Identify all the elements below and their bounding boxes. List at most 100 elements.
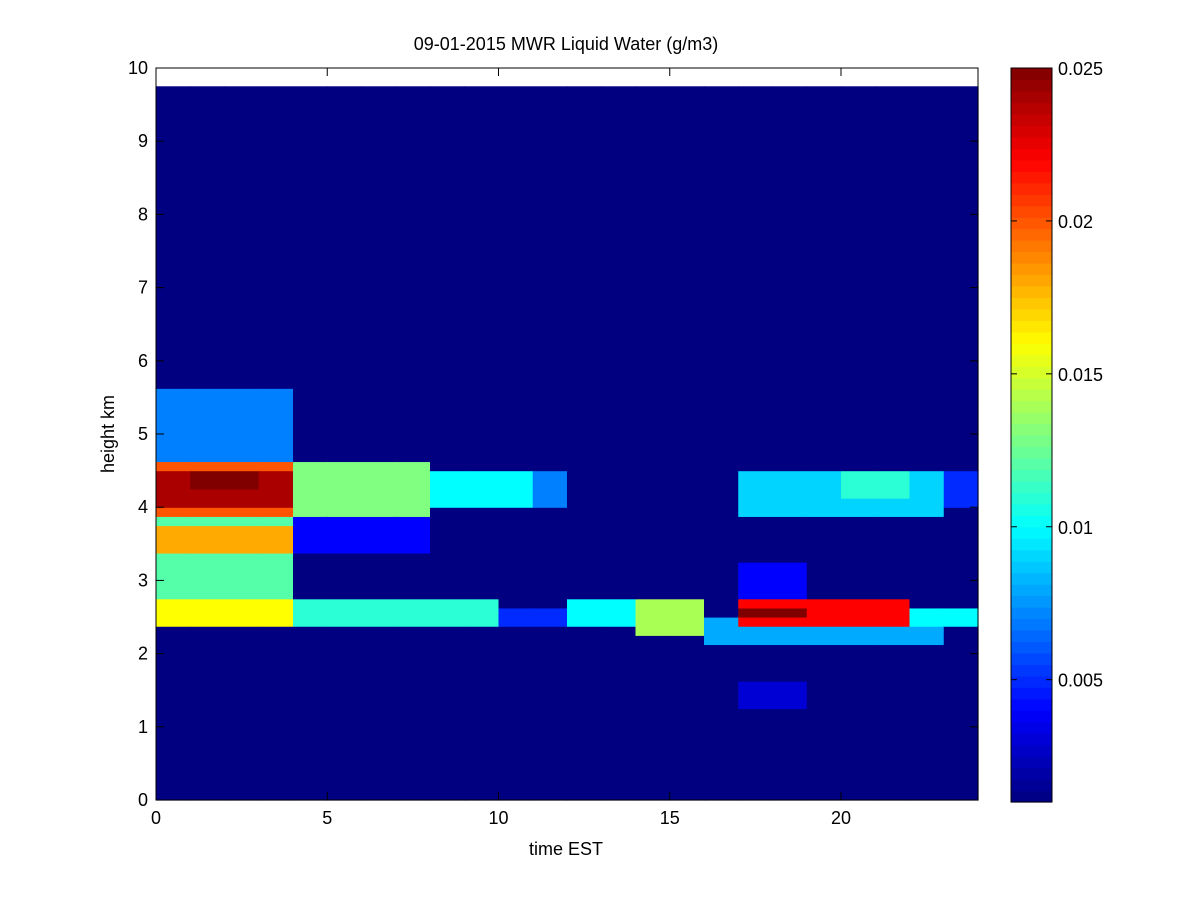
heatmap-cell — [601, 790, 637, 801]
heatmap-cell — [532, 635, 568, 646]
heatmap-cell — [738, 626, 774, 636]
heatmap-cell — [601, 461, 637, 472]
heatmap-cell — [327, 552, 363, 563]
heatmap-cell — [567, 479, 602, 490]
heatmap-cell — [635, 241, 671, 252]
heatmap-cell — [327, 150, 363, 161]
heatmap-cell — [293, 424, 328, 435]
heatmap-cell — [635, 745, 671, 755]
heatmap-cell — [669, 296, 705, 307]
heatmap-cell — [224, 470, 260, 481]
heatmap-cell — [669, 580, 705, 591]
heatmap-cell — [909, 324, 945, 334]
heatmap-cell — [464, 580, 500, 591]
heatmap-cell — [224, 617, 260, 627]
heatmap-cell — [395, 287, 431, 298]
heatmap-cell — [361, 598, 397, 609]
heatmap-cell — [669, 772, 705, 783]
heatmap-cell — [224, 324, 260, 334]
heatmap-cell — [704, 251, 739, 261]
heatmap-cell — [327, 708, 363, 719]
x-tick-label: 10 — [488, 808, 508, 828]
heatmap-cell — [772, 333, 808, 344]
heatmap-cell — [806, 86, 842, 97]
heatmap-cell — [875, 772, 911, 783]
heatmap-cell — [498, 690, 534, 700]
heatmap-cell — [806, 95, 842, 106]
heatmap-cell — [532, 516, 568, 527]
heatmap-cell — [156, 781, 191, 792]
colorbar-swatch — [1011, 675, 1052, 688]
heatmap-cell — [841, 260, 876, 270]
heatmap-cell — [464, 543, 500, 554]
heatmap-cell — [156, 406, 191, 417]
heatmap-cell — [498, 571, 534, 581]
heatmap-cell — [738, 735, 774, 746]
heatmap-cell — [943, 452, 979, 463]
heatmap-cell — [806, 571, 842, 581]
heatmap-cell — [841, 772, 876, 783]
heatmap-cell — [943, 223, 979, 234]
heatmap-cell — [190, 681, 226, 691]
heatmap-cell — [293, 397, 328, 408]
heatmap-cell — [498, 470, 534, 481]
heatmap-cell — [156, 388, 191, 398]
heatmap-cell — [258, 269, 294, 280]
heatmap-cell — [669, 241, 705, 252]
heatmap-cell — [567, 488, 602, 499]
heatmap-cell — [224, 232, 260, 243]
heatmap-cell — [635, 690, 671, 700]
heatmap-cell — [909, 443, 945, 453]
heatmap-cell — [327, 580, 363, 591]
heatmap-cell — [738, 95, 774, 106]
heatmap-cell — [190, 132, 226, 142]
heatmap-cell — [738, 516, 774, 527]
heatmap-cell — [635, 470, 671, 481]
heatmap-cell — [156, 269, 191, 280]
heatmap-cell — [361, 406, 397, 417]
heatmap-cell — [464, 223, 500, 234]
heatmap-cell — [532, 241, 568, 252]
heatmap-cell — [567, 351, 602, 362]
heatmap-cell — [909, 772, 945, 783]
heatmap-cell — [224, 708, 260, 719]
heatmap-cell — [258, 150, 294, 161]
heatmap-cell — [669, 507, 705, 517]
heatmap-cell — [704, 488, 739, 499]
heatmap-cell — [635, 681, 671, 691]
heatmap-cell — [498, 141, 534, 151]
heatmap-cell — [601, 488, 637, 499]
heatmap-cell — [498, 516, 534, 527]
heatmap-cell — [567, 626, 602, 636]
heatmap-cell — [361, 589, 397, 600]
heatmap-cell — [532, 644, 568, 655]
heatmap-cell — [532, 781, 568, 792]
heatmap-cell — [909, 552, 945, 563]
heatmap-cell — [430, 150, 465, 161]
heatmap-cell — [601, 305, 637, 316]
heatmap-cell — [635, 525, 671, 536]
heatmap-cell — [772, 360, 808, 371]
heatmap-cell — [498, 662, 534, 673]
heatmap-cell — [738, 470, 774, 481]
heatmap-cell — [293, 415, 328, 426]
heatmap-cell — [943, 589, 979, 600]
heatmap-cell — [841, 141, 876, 151]
heatmap-cell — [498, 626, 534, 636]
heatmap-cell — [532, 424, 568, 435]
heatmap-cell — [156, 379, 191, 389]
heatmap-cell — [361, 141, 397, 151]
heatmap-cell — [841, 580, 876, 591]
heatmap-cell — [738, 644, 774, 655]
heatmap-cell — [601, 772, 637, 783]
colorbar-swatch — [1011, 435, 1052, 448]
heatmap-cell — [909, 241, 945, 252]
heatmap-cell — [601, 589, 637, 600]
heatmap-cell — [943, 598, 979, 609]
heatmap-cell — [190, 516, 226, 527]
heatmap-cell — [464, 95, 500, 106]
heatmap-cell — [875, 241, 911, 252]
heatmap-cell — [669, 543, 705, 554]
heatmap-cell — [430, 452, 465, 463]
heatmap-cell — [430, 580, 465, 591]
